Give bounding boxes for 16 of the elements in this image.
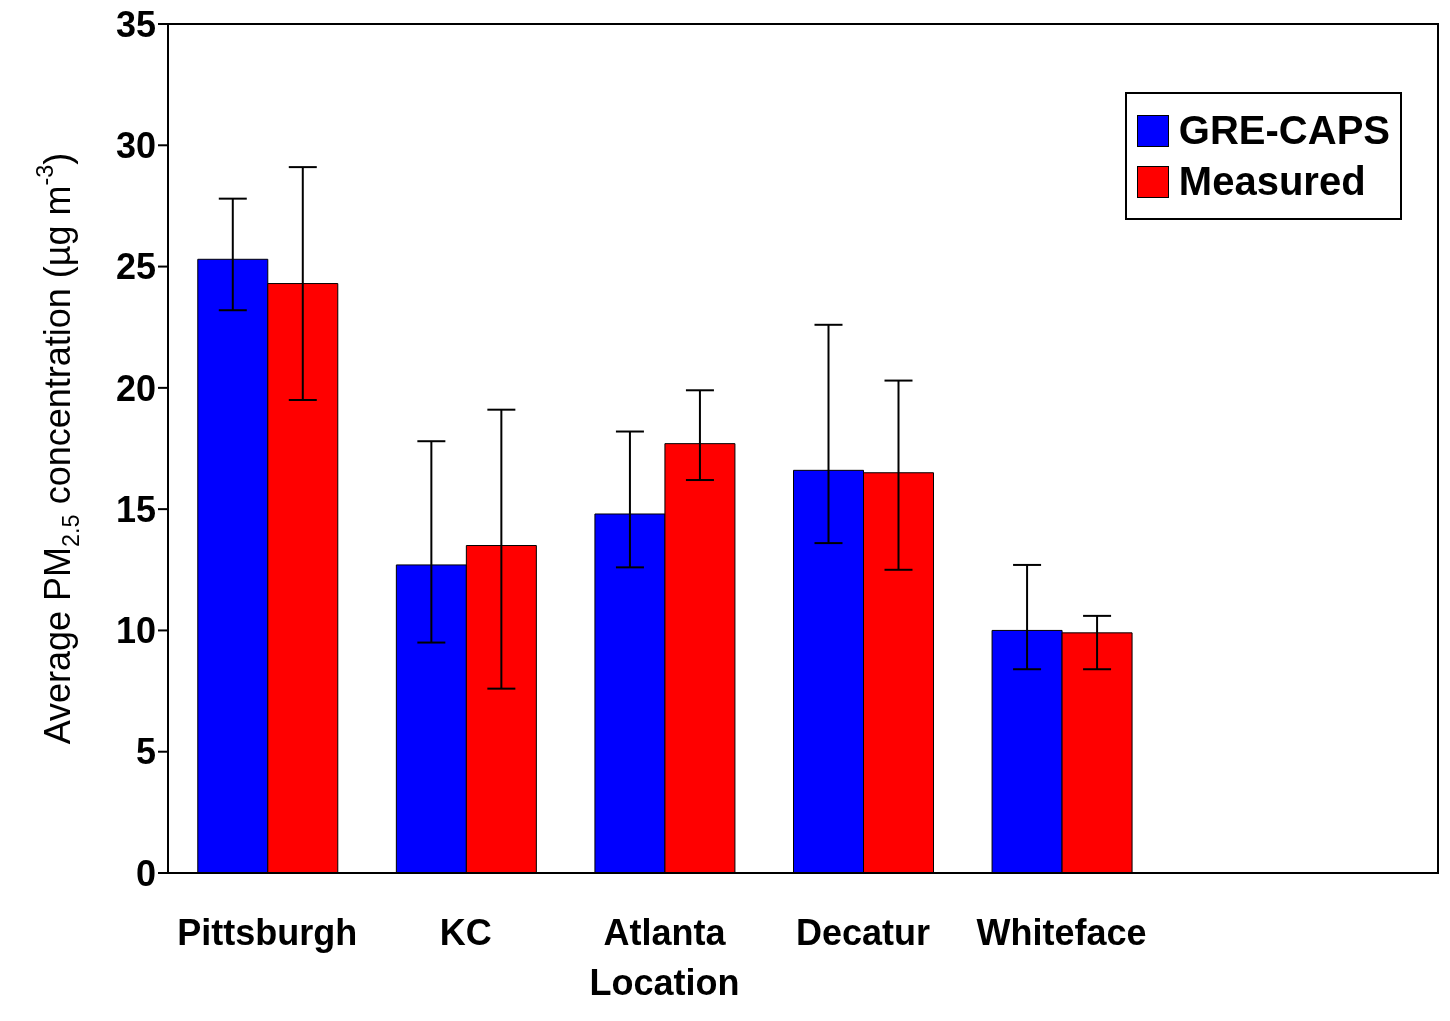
- y-tick-label: 0: [135, 852, 156, 894]
- x-tick-label: Atlanta: [603, 911, 727, 953]
- y-tick-label: 10: [115, 610, 156, 652]
- x-tick-label: KC: [439, 911, 492, 953]
- y-tick-label: 25: [115, 246, 156, 288]
- x-axis-title: Location: [589, 962, 740, 1003]
- legend-label: GRE-CAPS: [1178, 108, 1390, 153]
- x-tick-label: Decatur: [795, 911, 931, 953]
- y-tick-label: 5: [135, 731, 156, 773]
- x-tick-label: Whiteface: [976, 911, 1147, 953]
- legend-label: Measured: [1178, 159, 1366, 204]
- y-tick-label: 30: [115, 125, 156, 167]
- y-tick-label: 15: [115, 488, 156, 530]
- y-tick-label: 35: [115, 3, 156, 45]
- x-tick-label: Pittsburgh: [177, 911, 358, 953]
- y-tick-label: 20: [115, 367, 156, 409]
